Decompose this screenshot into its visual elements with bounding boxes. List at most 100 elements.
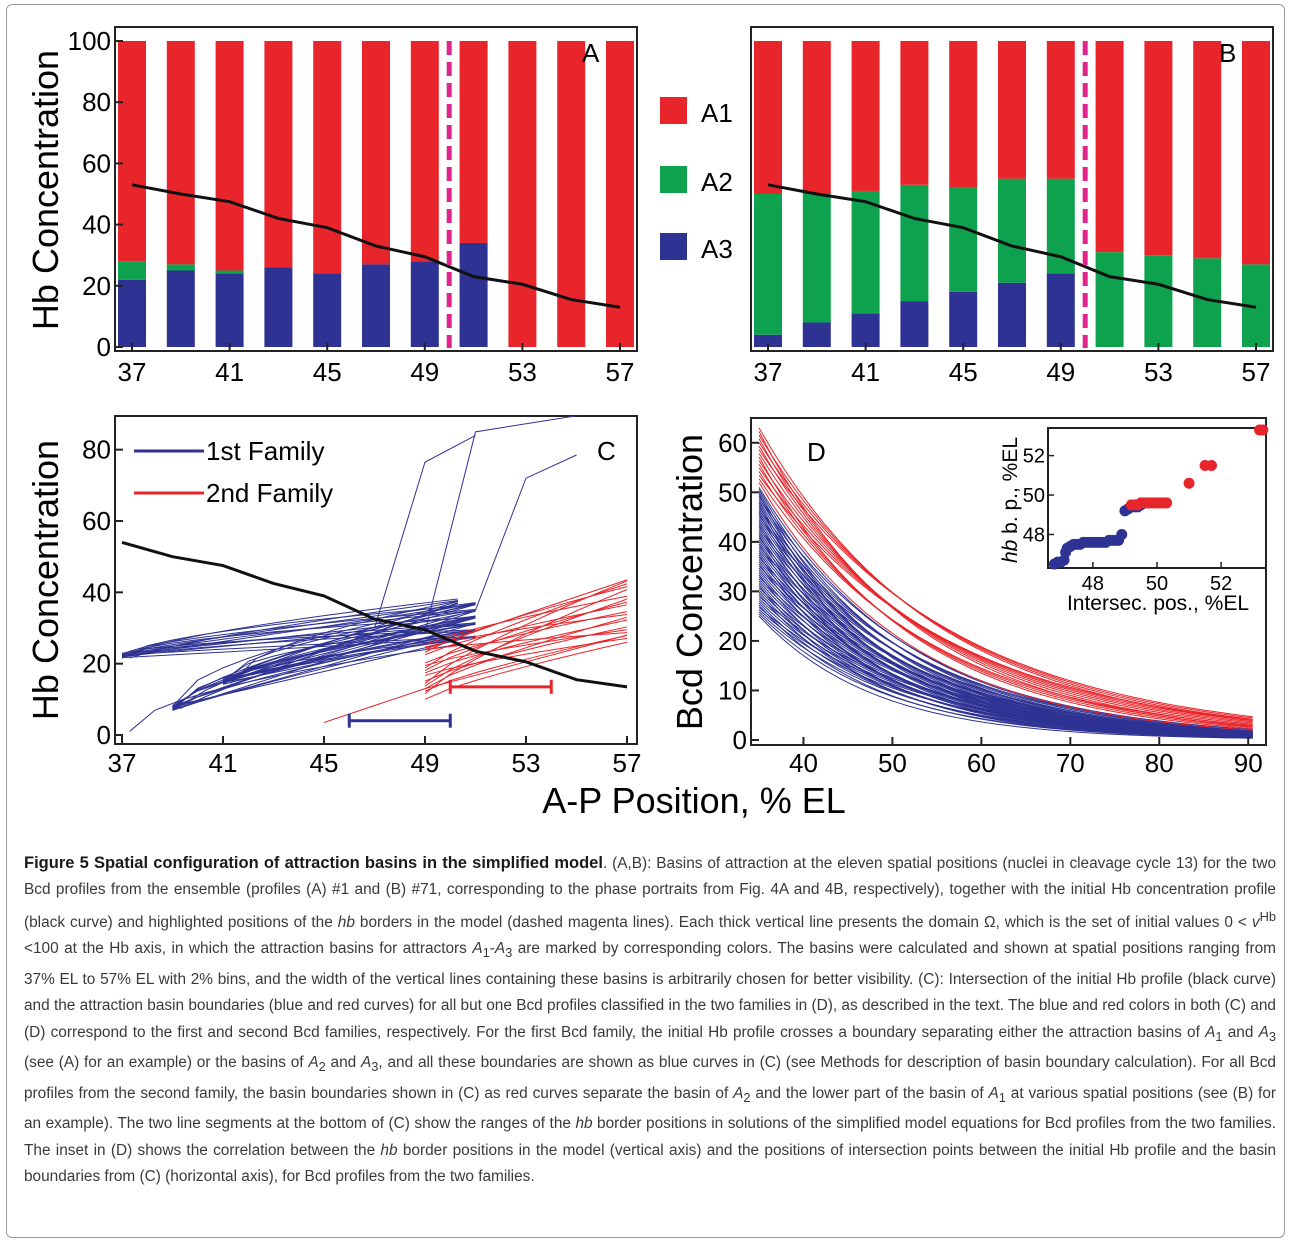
x-tick-label: 37	[108, 748, 137, 778]
y-tick-label: 40	[718, 527, 747, 557]
bcd-profile-curve	[758, 565, 1253, 733]
family2-boundary-curve	[424, 637, 628, 676]
basin-segment-a1	[508, 41, 537, 347]
basin-segment-a1	[1144, 41, 1173, 256]
caption-text: borders in the model (dashed magenta lin…	[354, 913, 1252, 931]
panel-d-inset: 48 50 52 48 50 52 Intersec. pos., %EL hb b. p…	[999, 424, 1269, 615]
family2-boundary-curve	[424, 632, 628, 651]
panel-d-letter: D	[807, 437, 826, 467]
bcd-profile-curve	[758, 467, 1253, 722]
family1-boundary-curve	[129, 598, 458, 656]
caption-var: A	[308, 1054, 319, 1072]
basin-segment-a2	[754, 194, 782, 335]
caption-text: and the lower part of the basin of	[750, 1084, 989, 1102]
family2-boundary-curve	[424, 619, 628, 674]
panel-b-chart: 37 41 45 49 53 57 B	[750, 26, 1274, 387]
bcd-profile-curve	[758, 526, 1253, 732]
caption-var: A	[988, 1084, 999, 1102]
inset-point	[1183, 477, 1195, 489]
panel-d-chart: 40 50 60 70 80 90 0 10 20 30 40 50 60 D Bcd Concentr…	[669, 417, 1269, 778]
basin-segment-a1	[1046, 41, 1075, 179]
x-tick-label: 37	[118, 357, 147, 387]
caption-sub: 2	[318, 1059, 326, 1075]
x-tick-label: 53	[512, 748, 541, 778]
caption-text: <100 at the Hb axis, in which the attrac…	[24, 940, 473, 958]
bcd-profile-curve	[758, 482, 1253, 731]
bcd-profile-curve	[758, 442, 1253, 719]
panel-a-letter: A	[582, 38, 600, 68]
inset-ylabel-hb: hb	[999, 539, 1022, 563]
inset-xlabel: Intersec. pos., %EL	[1067, 592, 1249, 615]
boundary-curve	[323, 634, 628, 723]
basin-segment-a3	[851, 313, 880, 347]
basin-segment-a1	[264, 41, 293, 268]
y-tick-label: 40	[82, 577, 111, 607]
inset-x-tick-label: 52	[1210, 573, 1232, 595]
panel-c-axes: 37 41 45 49 53 57 0 20 40 60 80	[82, 435, 641, 778]
caption-var: A	[1258, 1023, 1269, 1041]
bcd-profile-curve	[758, 453, 1253, 724]
basin-segment-a2	[215, 270, 244, 274]
panel-d-ylabel: Bcd Concentration	[669, 434, 710, 730]
caption-text: . (A,B): Basins of attraction at the ele…	[24, 855, 1277, 931]
caption-var: A	[1205, 1023, 1216, 1041]
y-tick-label: 50	[718, 477, 747, 507]
inset-y-tick-label: 52	[1023, 446, 1045, 468]
bcd-profile-curve	[758, 478, 1253, 726]
basin-segment-a1	[949, 41, 978, 188]
y-tick-label: 10	[718, 675, 747, 705]
boundary-curve	[475, 454, 577, 611]
basin-segment-a1	[754, 41, 782, 194]
legend-a1-swatch	[660, 97, 687, 124]
caption-hb: hb	[380, 1141, 398, 1159]
caption-sup: Hb	[1259, 908, 1276, 924]
x-tick-label: 57	[1242, 357, 1271, 387]
basin-segment-a1	[313, 41, 342, 274]
x-tick-label: 37	[754, 357, 783, 387]
x-tick-label: 57	[606, 357, 635, 387]
family1-boundary-curve	[121, 603, 476, 657]
y-tick-label: 60	[718, 428, 747, 458]
caption-figure-label: Figure 5	[24, 854, 89, 872]
basin-segment-a3	[459, 242, 488, 347]
bcd-profile-curve	[758, 445, 1253, 725]
legend-a3-label: A3	[701, 234, 733, 264]
panel-b-bars	[754, 41, 1270, 347]
legend-family1-label: 1st Family	[206, 436, 324, 466]
panel-c-family2-curves	[424, 580, 628, 700]
inset-ylabel-rest: b. p., %EL	[999, 437, 1022, 540]
legend-a2-label: A2	[701, 167, 733, 197]
family2-boundary-curve	[424, 595, 628, 646]
caption-sub: 1	[1215, 1028, 1223, 1044]
x-tick-label: 57	[613, 748, 642, 778]
y-tick-label: 60	[82, 148, 111, 178]
x-tick-label: 60	[967, 748, 996, 778]
inset-y-tick-label: 48	[1023, 524, 1045, 546]
x-tick-label: 45	[310, 748, 339, 778]
basin-segment-a1	[802, 41, 831, 194]
inset-y-tick-label: 50	[1023, 485, 1045, 507]
basin-segment-a3	[410, 261, 439, 347]
x-tick-label: 45	[949, 357, 978, 387]
x-tick-label: 80	[1145, 748, 1174, 778]
x-tick-label: 90	[1234, 748, 1263, 778]
caption-sub: 2	[743, 1089, 751, 1105]
family1-boundary-curve	[230, 600, 458, 684]
family1-boundary-curve	[172, 603, 476, 710]
basin-segment-a3	[313, 273, 342, 347]
basin-segment-a1	[998, 41, 1026, 179]
family1-boundary-curve	[121, 637, 476, 659]
basin-segment-a1	[215, 41, 244, 271]
caption-var: v	[1251, 913, 1260, 931]
caption-text: border positions in solutions of the sim…	[24, 1115, 1276, 1159]
x-tick-label: 49	[410, 357, 439, 387]
bcd-profile-curve	[758, 456, 1253, 729]
y-tick-label: 80	[82, 435, 111, 465]
inset-x-tick-label: 50	[1146, 573, 1168, 595]
basin-segment-a2	[998, 178, 1026, 283]
family1-boundary-curve	[121, 604, 476, 659]
basin-segment-a1	[459, 41, 488, 243]
boundary-curve	[424, 415, 577, 632]
x-tick-label: 70	[1056, 748, 1085, 778]
basin-segment-a2	[118, 261, 146, 280]
